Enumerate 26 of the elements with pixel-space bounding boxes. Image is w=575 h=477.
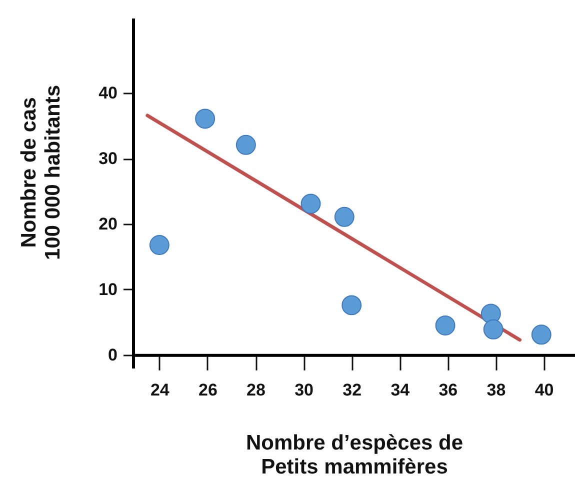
y-tick-label: 0 xyxy=(108,345,118,364)
x-tick-label: 24 xyxy=(150,380,170,400)
y-axis-title: Nombre de cas 100 000 habitants xyxy=(18,84,65,260)
point xyxy=(300,194,321,214)
y-tick-label: 40 xyxy=(98,84,118,103)
x-tick-label: 30 xyxy=(294,380,314,400)
x-tick-label: 40 xyxy=(534,380,554,400)
point xyxy=(334,206,354,227)
x-axis-title: Nombre d’espèces de Petits mammifères xyxy=(246,431,464,477)
point xyxy=(149,235,170,255)
point xyxy=(195,108,216,129)
y-tick-label: 30 xyxy=(98,149,118,168)
x-tick-label: 28 xyxy=(246,380,266,400)
point xyxy=(480,304,501,324)
point xyxy=(435,316,456,336)
point xyxy=(236,134,256,155)
y-tick-label: 20 xyxy=(98,214,118,234)
x-tick-label: 34 xyxy=(390,380,410,400)
x-tick-label: 36 xyxy=(438,380,458,400)
x-tick-label: 32 xyxy=(342,380,362,400)
x-tick-label: 26 xyxy=(198,380,218,400)
point xyxy=(531,324,552,345)
y-tick-label: 10 xyxy=(98,280,118,299)
point xyxy=(342,295,362,316)
point xyxy=(483,319,504,340)
x-tick-label: 38 xyxy=(486,380,506,400)
